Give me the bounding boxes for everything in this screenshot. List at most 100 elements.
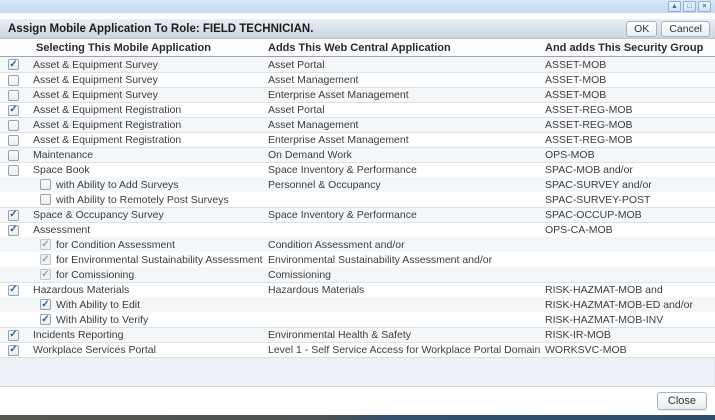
row-checkbox[interactable] bbox=[40, 179, 51, 190]
row-checkbox[interactable] bbox=[40, 254, 51, 265]
table-row: Asset & Equipment Registration Enterpris… bbox=[0, 132, 715, 147]
web-central-application-label: Enterprise Asset Management bbox=[268, 134, 409, 146]
mobile-application-label: Asset & Equipment Survey bbox=[33, 74, 158, 86]
row-checkbox[interactable] bbox=[8, 284, 19, 296]
table-row: Workplace Services Portal Level 1 - Self… bbox=[0, 342, 715, 357]
security-group-label: SPAC-SURVEY-POST bbox=[545, 193, 651, 206]
web-central-application-label: Space Inventory & Performance bbox=[268, 164, 417, 176]
row-checkbox[interactable] bbox=[40, 239, 51, 250]
content-filler bbox=[0, 358, 715, 386]
table-row: Asset & Equipment Survey Enterprise Asse… bbox=[0, 87, 715, 102]
mobile-application-label: With Ability to Edit bbox=[56, 298, 141, 311]
dialog-content: Selecting This Mobile Application Adds T… bbox=[0, 39, 715, 386]
mobile-application-cell: Asset & Equipment Registration bbox=[0, 119, 268, 131]
row-checkbox[interactable] bbox=[8, 149, 19, 161]
security-group-label: RISK-HAZMAT-MOB-ED and/or bbox=[545, 298, 693, 311]
column-header-web-central-application: Adds This Web Central Application bbox=[268, 41, 451, 54]
mobile-application-label: Incidents Reporting bbox=[33, 329, 124, 341]
table-header-row: Selecting This Mobile Application Adds T… bbox=[0, 39, 715, 57]
web-central-application-label: Enterprise Asset Management bbox=[268, 89, 409, 101]
web-central-application-label: Environmental Sustainability Assessment … bbox=[268, 253, 493, 266]
web-central-application-label: Environmental Health & Safety bbox=[268, 329, 411, 341]
cancel-button[interactable]: Cancel bbox=[661, 20, 710, 37]
mobile-application-cell: Asset & Equipment Registration bbox=[0, 134, 268, 146]
security-group-label: SPAC-MOB and/or bbox=[545, 164, 633, 176]
maximize-icon[interactable]: □ bbox=[683, 1, 696, 12]
mobile-application-label: with Ability to Remotely Post Surveys bbox=[56, 193, 229, 206]
window-titlebar: ▲ □ × bbox=[0, 0, 715, 13]
row-checkbox[interactable] bbox=[8, 329, 19, 341]
web-central-application-label: Level 1 - Self Service Access for Workpl… bbox=[268, 344, 541, 356]
column-header-mobile-application: Selecting This Mobile Application bbox=[36, 41, 211, 54]
row-checkbox[interactable] bbox=[8, 224, 19, 236]
security-group-label: ASSET-REG-MOB bbox=[545, 134, 633, 146]
table-row: With Ability to Verify RISK-HAZMAT-MOB-I… bbox=[0, 312, 715, 327]
dialog-header: Assign Mobile Application To Role: FIELD… bbox=[0, 19, 715, 39]
security-group-label: SPAC-OCCUP-MOB bbox=[545, 209, 642, 221]
web-central-application-label: Asset Portal bbox=[268, 104, 325, 116]
row-checkbox[interactable] bbox=[8, 89, 19, 101]
web-central-application-label: On Demand Work bbox=[268, 149, 352, 161]
security-group-label: SPAC-SURVEY and/or bbox=[545, 178, 652, 191]
row-checkbox[interactable] bbox=[8, 344, 19, 356]
mobile-application-cell: Space Book bbox=[0, 164, 268, 176]
mobile-application-label: with Ability to Add Surveys bbox=[56, 178, 179, 191]
ok-button[interactable]: OK bbox=[626, 20, 658, 37]
web-central-application-label: Asset Management bbox=[268, 74, 359, 86]
close-icon[interactable]: × bbox=[698, 1, 711, 12]
security-group-label: ASSET-MOB bbox=[545, 89, 607, 101]
row-checkbox[interactable] bbox=[8, 209, 19, 221]
mobile-application-label: Space & Occupancy Survey bbox=[33, 209, 164, 221]
web-central-application-label: Asset Portal bbox=[268, 58, 325, 71]
row-checkbox[interactable] bbox=[8, 164, 19, 176]
row-checkbox[interactable] bbox=[8, 119, 19, 131]
mobile-application-label: for Environmental Sustainability Assessm… bbox=[56, 253, 263, 266]
row-checkbox[interactable] bbox=[40, 299, 51, 310]
security-group-label: ASSET-MOB bbox=[545, 74, 607, 86]
mobile-application-cell: with Ability to Add Surveys bbox=[0, 179, 268, 191]
row-checkbox[interactable] bbox=[8, 74, 19, 86]
collapse-icon[interactable]: ▲ bbox=[668, 1, 681, 12]
security-group-label: WORKSVC-MOB bbox=[545, 344, 627, 356]
mobile-application-cell: Assessment bbox=[0, 224, 268, 236]
mobile-application-cell: Hazardous Materials bbox=[0, 284, 268, 296]
row-checkbox[interactable] bbox=[8, 104, 19, 116]
mobile-application-cell: Asset & Equipment Registration bbox=[0, 104, 268, 116]
table-row: Asset & Equipment Registration Asset Man… bbox=[0, 117, 715, 132]
mobile-application-cell: With Ability to Edit bbox=[0, 299, 268, 311]
dialog-title: Assign Mobile Application To Role: FIELD… bbox=[8, 22, 314, 35]
mobile-application-cell: for Environmental Sustainability Assessm… bbox=[0, 254, 268, 266]
mobile-application-cell: Maintenance bbox=[0, 149, 268, 161]
table-row: with Ability to Remotely Post Surveys SP… bbox=[0, 192, 715, 207]
mobile-application-cell: With Ability to Verify bbox=[0, 314, 268, 326]
mobile-application-cell: Space & Occupancy Survey bbox=[0, 209, 268, 221]
row-checkbox[interactable] bbox=[8, 134, 19, 146]
mobile-application-label: Hazardous Materials bbox=[33, 284, 130, 296]
mobile-application-cell: Asset & Equipment Survey bbox=[0, 74, 268, 86]
table-row: for Condition Assessment Condition Asses… bbox=[0, 237, 715, 252]
row-checkbox[interactable] bbox=[40, 314, 51, 325]
mobile-application-label: Asset & Equipment Registration bbox=[33, 134, 182, 146]
row-checkbox[interactable] bbox=[40, 269, 51, 280]
security-group-label: RISK-IR-MOB bbox=[545, 329, 611, 341]
mobile-application-label: Asset & Equipment Registration bbox=[33, 119, 182, 131]
web-central-application-label: Asset Management bbox=[268, 119, 359, 131]
table-row: with Ability to Add Surveys Personnel & … bbox=[0, 177, 715, 192]
table-row: Asset & Equipment Survey Asset Managemen… bbox=[0, 72, 715, 87]
mobile-application-label: Maintenance bbox=[33, 149, 94, 161]
security-group-label: ASSET-MOB bbox=[545, 58, 607, 71]
table-row: Incidents Reporting Environmental Health… bbox=[0, 327, 715, 342]
security-group-label: RISK-HAZMAT-MOB-INV bbox=[545, 313, 664, 326]
row-checkbox[interactable] bbox=[8, 59, 19, 70]
close-button[interactable]: Close bbox=[656, 392, 707, 410]
security-group-label: OPS-MOB bbox=[545, 149, 595, 161]
security-group-label: RISK-HAZMAT-MOB and bbox=[545, 284, 663, 296]
web-central-application-label: Space Inventory & Performance bbox=[268, 209, 417, 221]
window-controls: ▲ □ × bbox=[668, 1, 711, 12]
mobile-application-cell: for Comissioning bbox=[0, 269, 268, 281]
column-header-security-group: And adds This Security Group bbox=[545, 41, 704, 54]
row-checkbox[interactable] bbox=[40, 194, 51, 205]
table-row: for Environmental Sustainability Assessm… bbox=[0, 252, 715, 267]
mobile-application-cell: for Condition Assessment bbox=[0, 239, 268, 251]
security-group-label: ASSET-REG-MOB bbox=[545, 104, 633, 116]
